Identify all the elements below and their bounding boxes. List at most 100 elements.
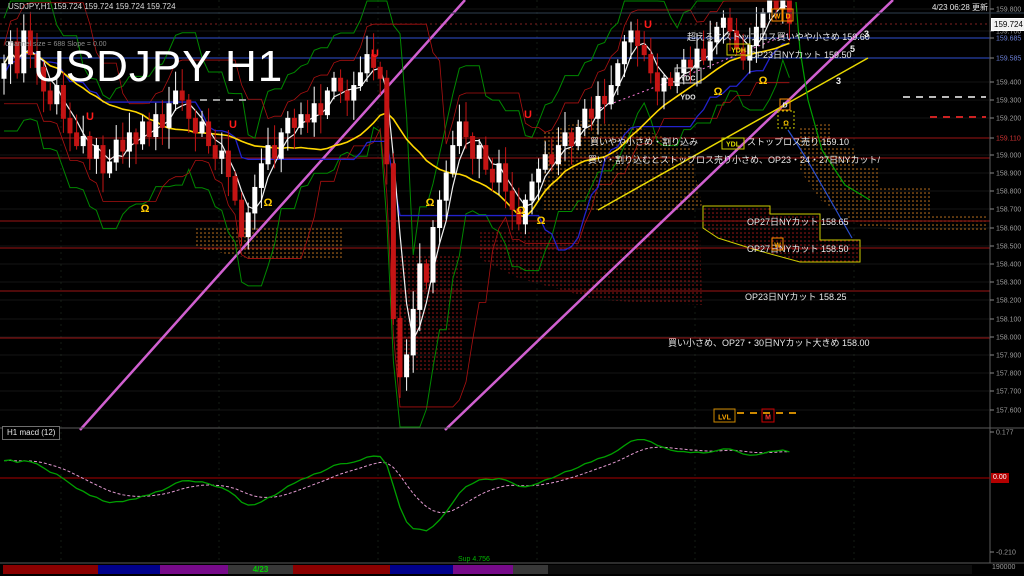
sell-marker-icon: U (371, 48, 379, 60)
candle-body (694, 48, 700, 68)
price-label: 159.000 (996, 153, 1021, 160)
red-upper-band (3, 0, 790, 145)
candle-body (701, 48, 707, 61)
candle-body (641, 45, 647, 56)
candle-body (483, 145, 489, 170)
ichimoku-cloud (478, 230, 702, 305)
candle-body (562, 132, 568, 147)
annotation-text: OP27日NYカット 158.65 (747, 217, 849, 227)
candle-body (159, 114, 165, 128)
candle-body (298, 114, 304, 128)
candle-body (219, 150, 225, 159)
candle-body (542, 154, 548, 170)
candle-body (516, 208, 522, 225)
marker-box (779, 98, 791, 111)
candle-body (140, 121, 146, 145)
green-upper-band (3, 0, 790, 255)
session-segment (453, 565, 513, 574)
yellow-ma-line (3, 42, 790, 218)
session-segment (160, 565, 228, 574)
candle-body (681, 59, 687, 74)
candle-body (674, 72, 680, 87)
candle-body (153, 114, 159, 138)
marker-box (713, 408, 736, 423)
marker-box (761, 408, 775, 423)
marker-box-label: YDO (680, 95, 696, 102)
candle-body (212, 145, 218, 159)
marker-box-label: YDC (681, 76, 696, 83)
marker-box (674, 67, 702, 84)
candle-body (536, 168, 542, 183)
marker-box (721, 137, 745, 150)
candle-body (166, 103, 172, 128)
candle-body (727, 17, 733, 32)
macd-indicator-label: H1 macd (12) (2, 426, 61, 440)
channel-line-upper[interactable] (444, 0, 894, 431)
marker-box-label: LVL (718, 415, 731, 422)
green-projection-line (795, 1, 871, 201)
marker-box (771, 237, 784, 251)
candle-body (780, 0, 786, 10)
channel-indicator-info: Channel size = 688 Slope = 0.00 (5, 41, 107, 48)
annotation-text: 買い小さめ、OP27・30日NYカット大きめ 158.00 (668, 337, 870, 348)
candle-body (555, 145, 561, 165)
session-segment (548, 565, 972, 574)
wave-count-label: 5 (850, 44, 855, 54)
session-segment (293, 565, 390, 574)
candle-body (753, 26, 759, 46)
annotation-text: ストップロス売り 159.10 (747, 136, 849, 147)
yellow-trendline[interactable] (597, 57, 869, 211)
candle-body (80, 136, 86, 147)
updated-timestamp: 4/23 06:28 更新 (931, 3, 988, 12)
candle-body (720, 17, 726, 28)
buy-marker-icon: Ω (517, 205, 526, 217)
candle-body (621, 41, 627, 65)
macd-signal-line (3, 446, 790, 513)
price-label: 158.500 (996, 244, 1021, 251)
price-label: 158.100 (996, 317, 1021, 324)
candle-body (760, 12, 766, 28)
price-label: 159.200 (996, 116, 1021, 123)
macd-main-line (3, 438, 790, 532)
candle-body (60, 85, 66, 119)
candle-body (47, 90, 53, 105)
candle-body (192, 117, 198, 134)
candle-body (93, 145, 99, 159)
price-label: 158.400 (996, 262, 1021, 269)
candle-body (206, 121, 212, 147)
candle-body (371, 54, 377, 68)
buy-marker-icon: Ω (426, 197, 435, 209)
wave-count-label: 3 (864, 29, 869, 39)
session-segment-date: 4/23 (228, 565, 293, 574)
price-label: 159.800 (996, 7, 1021, 14)
buy-marker-icon: Ω (714, 86, 723, 98)
candle-body (423, 263, 429, 283)
candle-body (628, 30, 634, 43)
candle-body (357, 72, 363, 87)
marker-box (782, 8, 794, 22)
candle-body (602, 95, 608, 105)
macd-current-value-box: 0.00 (991, 473, 1009, 483)
candle-body (390, 163, 396, 319)
buy-marker-icon: Ω (264, 197, 273, 209)
marker-box (771, 8, 783, 22)
candle-body (338, 77, 344, 92)
buy-marker-icon: Ω (537, 215, 546, 227)
session-timeline-bar[interactable]: 4/23 (0, 565, 1024, 574)
candle-body (437, 199, 443, 228)
session-segment (513, 565, 548, 574)
red-lower-band (4, 82, 790, 408)
candle-body (734, 30, 740, 50)
candle-body (773, 0, 779, 10)
volume-scale-label: 190000 (992, 564, 1016, 571)
candle-body (100, 145, 106, 174)
candle-body (470, 136, 476, 159)
sell-marker-icon: U (524, 109, 532, 121)
candle-body (410, 308, 416, 356)
candle-body (503, 163, 509, 192)
candle-body (707, 41, 713, 61)
candle-body (74, 132, 80, 147)
channel-line-lower[interactable] (79, 0, 466, 431)
